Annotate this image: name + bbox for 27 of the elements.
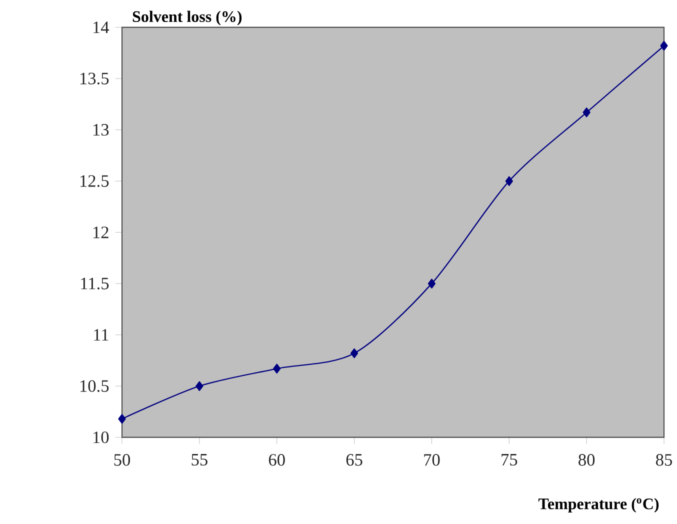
y-tick-label: 10.5 bbox=[80, 380, 109, 392]
point bbox=[428, 278, 436, 288]
x-tick-label: 70 bbox=[424, 454, 440, 466]
x-axis-title: Temperature ($^{o}$C) bbox=[538, 498, 659, 513]
point bbox=[582, 108, 590, 118]
y-tick-label: 10 bbox=[93, 431, 109, 444]
x-tick-label: 80 bbox=[578, 454, 595, 466]
point bbox=[118, 414, 126, 424]
point bbox=[196, 381, 204, 391]
y-tick-label: 12.5 bbox=[80, 175, 109, 187]
y-axis-title: Solvent loss (%) bbox=[132, 10, 242, 26]
point bbox=[505, 176, 513, 186]
y-tick-label: 13 bbox=[93, 124, 109, 136]
point bbox=[273, 364, 281, 374]
y-tick-label: 11 bbox=[94, 329, 108, 341]
y-tick-label: 14 bbox=[93, 22, 110, 34]
x-tick-label: 55 bbox=[192, 454, 208, 466]
x-tick-label: 85 bbox=[656, 454, 672, 466]
point bbox=[350, 348, 358, 358]
x-tick-label: 65 bbox=[346, 454, 362, 466]
x-tick-label: 75 bbox=[502, 454, 518, 466]
y-tick-label: 13.5 bbox=[80, 72, 109, 84]
y-tick-label: 12 bbox=[93, 226, 108, 238]
y-tick-label: 11.5 bbox=[81, 278, 109, 290]
point bbox=[660, 40, 668, 51]
x-tick-label: 50 bbox=[114, 454, 130, 466]
x-tick-label: 60 bbox=[268, 454, 285, 466]
